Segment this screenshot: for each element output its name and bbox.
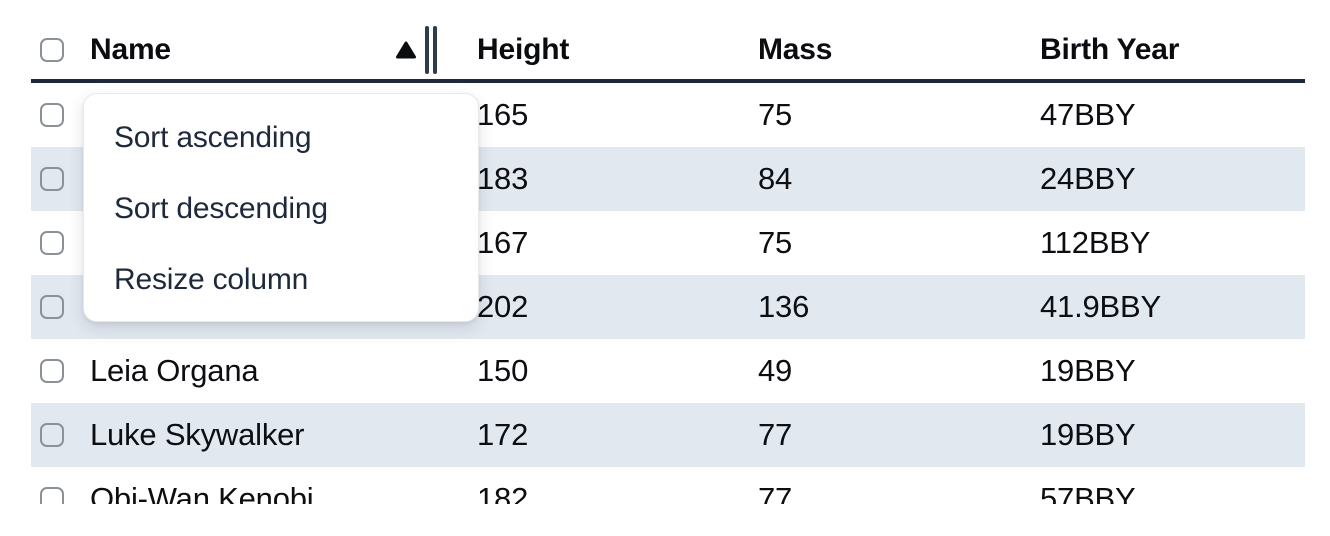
cell-name: Leia Organa xyxy=(90,353,259,388)
column-context-menu: Sort ascending Sort descending Resize co… xyxy=(83,93,479,322)
row-checkbox[interactable] xyxy=(40,103,64,127)
row-checkbox-cell xyxy=(40,211,64,275)
select-all-checkbox[interactable] xyxy=(40,37,64,62)
table-row: 165 75 47BBY xyxy=(31,83,1305,147)
cell-mass: 77 xyxy=(758,481,793,504)
cell-height: 165 xyxy=(477,97,529,132)
cell-birth-year: 41.9BBY xyxy=(1040,289,1161,324)
cell-height: 182 xyxy=(477,481,529,504)
column-resize-icon xyxy=(425,25,437,74)
table-viewport: Name Height Mass Birth Year 165 75 47BBY 18… xyxy=(31,0,1305,504)
table-row: Obi-Wan Kenobi 182 77 57BBY xyxy=(31,467,1305,504)
cell-name: Luke Skywalker xyxy=(90,417,305,452)
cell-birth-year: 112BBY xyxy=(1040,225,1151,260)
cell-birth-year: 19BBY xyxy=(1040,417,1136,452)
column-header-mass[interactable]: Mass xyxy=(758,32,833,66)
table-row: Luke Skywalker 172 77 19BBY xyxy=(31,403,1305,467)
cell-mass: 84 xyxy=(758,161,793,196)
cell-mass: 136 xyxy=(758,289,810,324)
column-header-height[interactable]: Height xyxy=(477,32,570,66)
row-checkbox[interactable] xyxy=(40,423,64,447)
column-resize-handle[interactable] xyxy=(425,20,437,79)
row-checkbox[interactable] xyxy=(40,487,64,504)
cell-name: Obi-Wan Kenobi xyxy=(90,481,314,504)
cell-birth-year: 47BBY xyxy=(1040,97,1136,132)
cell-birth-year: 24BBY xyxy=(1040,161,1136,196)
cell-height: 150 xyxy=(477,353,529,388)
row-checkbox-cell xyxy=(40,147,64,211)
cell-mass: 75 xyxy=(758,225,793,260)
column-header-birth-year[interactable]: Birth Year xyxy=(1040,32,1180,66)
cell-mass: 75 xyxy=(758,97,793,132)
select-all-cell xyxy=(40,20,64,79)
cell-height: 172 xyxy=(477,417,529,452)
cell-mass: 49 xyxy=(758,353,793,388)
cell-mass: 77 xyxy=(758,417,793,452)
row-checkbox-cell xyxy=(40,403,64,467)
menu-item-resize-column[interactable]: Resize column xyxy=(114,262,309,296)
table-row: 167 75 112BBY xyxy=(31,211,1305,275)
cell-height: 183 xyxy=(477,161,529,196)
cell-height: 202 xyxy=(477,289,529,324)
row-checkbox[interactable] xyxy=(40,167,64,191)
column-header-name[interactable]: Name xyxy=(90,32,171,66)
table-row: Leia Organa 150 49 19BBY xyxy=(31,339,1305,403)
menu-item-sort-descending[interactable]: Sort descending xyxy=(114,191,328,225)
cell-birth-year: 19BBY xyxy=(1040,353,1136,388)
sort-ascending-icon xyxy=(395,20,417,79)
row-checkbox[interactable] xyxy=(40,359,64,383)
menu-item-sort-ascending[interactable]: Sort ascending xyxy=(114,120,312,154)
table-header-row: Name Height Mass Birth Year xyxy=(31,0,1305,83)
row-checkbox-cell xyxy=(40,339,64,403)
row-checkbox[interactable] xyxy=(40,231,64,255)
row-checkbox-cell xyxy=(40,83,64,147)
row-checkbox[interactable] xyxy=(40,295,64,319)
cell-birth-year: 57BBY xyxy=(1040,481,1136,504)
row-checkbox-cell xyxy=(40,275,64,339)
row-checkbox-cell xyxy=(40,467,64,504)
cell-height: 167 xyxy=(477,225,529,260)
